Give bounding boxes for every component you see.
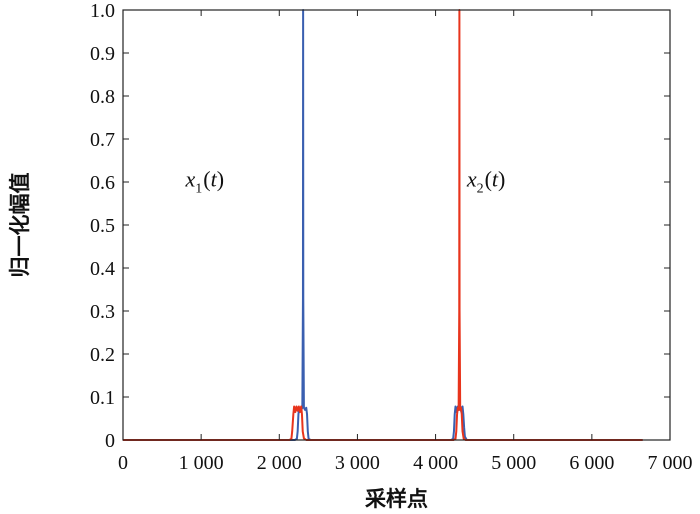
x-tick-label: 6 000	[569, 452, 614, 474]
x-tick-label: 4 000	[413, 452, 458, 474]
plot-frame	[122, 9, 671, 441]
series-line-1	[123, 9, 643, 441]
y-tick-label: 0.9	[90, 43, 115, 65]
x-tick-label: 2 000	[257, 452, 302, 474]
y-tick-label: 0.1	[90, 387, 115, 409]
series-line-2	[123, 9, 643, 441]
x-tick-label: 3 000	[335, 452, 380, 474]
y-tick-label: 0	[105, 430, 115, 452]
y-tick-label: 0.5	[90, 215, 115, 237]
x-tick-label: 7 000	[648, 452, 693, 474]
y-axis-title: 归一化幅值	[8, 173, 32, 278]
x-tick-label: 0	[118, 452, 128, 474]
series-label-1: x1(t)	[185, 166, 225, 196]
y-tick-label: 0.8	[90, 86, 115, 108]
y-tick-label: 1.0	[90, 0, 115, 22]
series-layer	[123, 9, 643, 441]
y-tick-label: 0.4	[90, 258, 115, 280]
x-axis-title: 采样点	[365, 487, 428, 511]
ticks-layer: 0 1 000 2 000 3 000 4 000 5 000 6 000 7 000 0 0.1…	[90, 0, 693, 474]
y-tick-label: 0.2	[90, 344, 115, 366]
y-tick-label: 0.7	[90, 129, 115, 151]
annotation-layer: x1(t) x2(t)	[185, 166, 506, 196]
y-tick-label: 0.3	[90, 301, 115, 323]
x-tick-label: 5 000	[491, 452, 536, 474]
x-tick-label: 1 000	[179, 452, 224, 474]
series-label-2: x2(t)	[466, 166, 506, 196]
y-tick-label: 0.6	[90, 172, 115, 194]
